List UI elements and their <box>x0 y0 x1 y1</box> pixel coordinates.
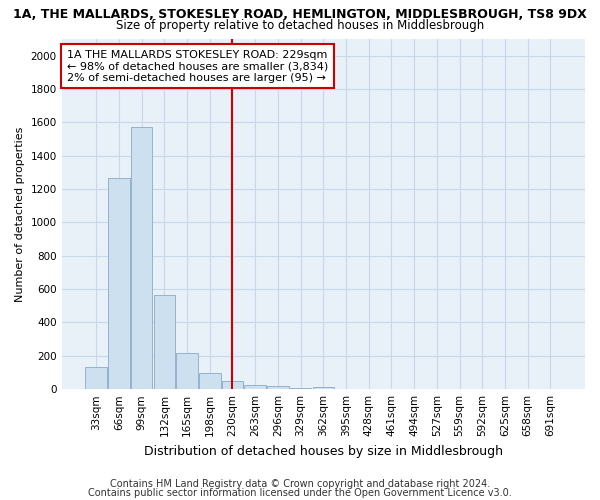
Bar <box>154 295 175 389</box>
Text: 1A THE MALLARDS STOKESLEY ROAD: 229sqm
← 98% of detached houses are smaller (3,8: 1A THE MALLARDS STOKESLEY ROAD: 229sqm ←… <box>67 50 328 82</box>
Text: Contains public sector information licensed under the Open Government Licence v3: Contains public sector information licen… <box>88 488 512 498</box>
Bar <box>290 388 311 389</box>
Bar <box>131 128 152 389</box>
Bar <box>199 372 221 389</box>
Text: Contains HM Land Registry data © Crown copyright and database right 2024.: Contains HM Land Registry data © Crown c… <box>110 479 490 489</box>
Bar <box>108 178 130 389</box>
X-axis label: Distribution of detached houses by size in Middlesbrough: Distribution of detached houses by size … <box>144 444 503 458</box>
Text: Size of property relative to detached houses in Middlesbrough: Size of property relative to detached ho… <box>116 18 484 32</box>
Bar <box>85 366 107 389</box>
Bar <box>176 354 198 389</box>
Bar <box>313 386 334 389</box>
Bar <box>222 381 243 389</box>
Bar <box>244 385 266 389</box>
Bar <box>267 386 289 389</box>
Text: 1A, THE MALLARDS, STOKESLEY ROAD, HEMLINGTON, MIDDLESBROUGH, TS8 9DX: 1A, THE MALLARDS, STOKESLEY ROAD, HEMLIN… <box>13 8 587 20</box>
Y-axis label: Number of detached properties: Number of detached properties <box>15 126 25 302</box>
